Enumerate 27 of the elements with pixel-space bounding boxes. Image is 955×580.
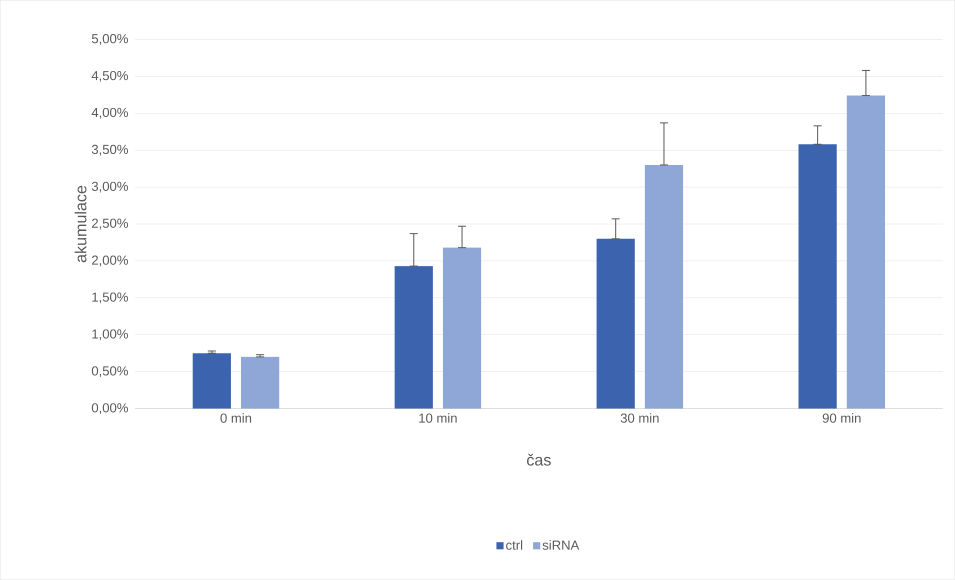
x-axis-title: čas bbox=[527, 454, 551, 466]
bar bbox=[798, 144, 837, 409]
bar bbox=[644, 165, 684, 409]
y-tick-label: 0,50% bbox=[92, 366, 128, 378]
y-tick-label: 5,00% bbox=[92, 34, 128, 45]
y-tick-label: 3,00% bbox=[92, 182, 128, 193]
bar bbox=[394, 266, 433, 409]
bar bbox=[596, 238, 635, 409]
y-tick-label: 2,00% bbox=[92, 256, 128, 266]
legend-label: ctrl bbox=[506, 540, 522, 550]
y-axis-title: akumulace bbox=[74, 186, 86, 262]
bar bbox=[192, 353, 231, 409]
y-tick-label: 1,50% bbox=[92, 292, 128, 304]
x-tick-label: 30 min bbox=[620, 413, 659, 423]
y-tick-label: 2,50% bbox=[92, 218, 128, 230]
y-tick-label: 0,00% bbox=[92, 403, 128, 414]
x-tick-label: 10 min bbox=[419, 413, 457, 423]
bar bbox=[846, 96, 886, 409]
bar bbox=[240, 357, 280, 409]
legend-label: siRNA bbox=[542, 540, 580, 550]
x-tick-label: 0 min bbox=[220, 413, 252, 423]
x-tick-label: 90 min bbox=[822, 413, 861, 423]
y-tick-label: 1,00% bbox=[92, 329, 128, 340]
y-tick-label: 3,50% bbox=[92, 144, 128, 156]
bar bbox=[442, 248, 482, 409]
y-tick-label: 4,50% bbox=[92, 71, 128, 82]
y-tick-label: 4,00% bbox=[92, 108, 128, 119]
